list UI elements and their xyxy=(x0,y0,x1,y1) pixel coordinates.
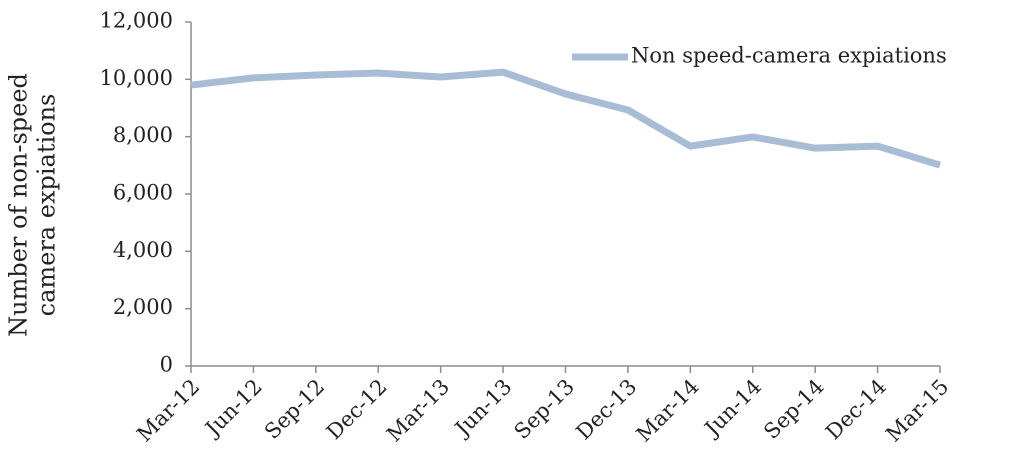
x-tick-label: Jun-12 xyxy=(199,374,266,441)
y-tick-label: 6,000 xyxy=(113,181,173,205)
series-line xyxy=(190,68,942,169)
x-tick-label: Sep-12 xyxy=(260,374,329,443)
y-tick-label: 2,000 xyxy=(113,295,173,319)
y-tick-label: 0 xyxy=(160,353,173,377)
x-tick-label: Mar-13 xyxy=(382,374,454,446)
x-tick-label: Jun-13 xyxy=(449,374,516,441)
y-axis-title-line: camera expiations xyxy=(33,94,61,317)
legend-label: Non speed-camera expiations xyxy=(631,44,947,68)
x-tick-label: Dec-13 xyxy=(571,374,641,444)
y-axis-title-line: Number of non-speed xyxy=(5,73,33,337)
x-tick-label: Sep-14 xyxy=(759,374,828,443)
x-tick-label: Jun-14 xyxy=(699,374,766,441)
x-tick-label: Mar-15 xyxy=(881,374,953,446)
x-tick-label: Mar-12 xyxy=(132,374,204,446)
y-tick-label: 10,000 xyxy=(100,66,173,90)
x-tick-label: Mar-14 xyxy=(632,374,704,446)
y-tick-label: 8,000 xyxy=(113,123,173,147)
y-tick-label: 12,000 xyxy=(100,9,173,33)
x-tick-label: Dec-14 xyxy=(821,374,891,444)
x-tick-label: Sep-13 xyxy=(510,374,579,443)
y-axis-title: Number of non-speed camera expiations xyxy=(5,73,61,337)
y-tick-label: 4,000 xyxy=(113,238,173,262)
x-tick-label: Dec-12 xyxy=(322,374,392,444)
